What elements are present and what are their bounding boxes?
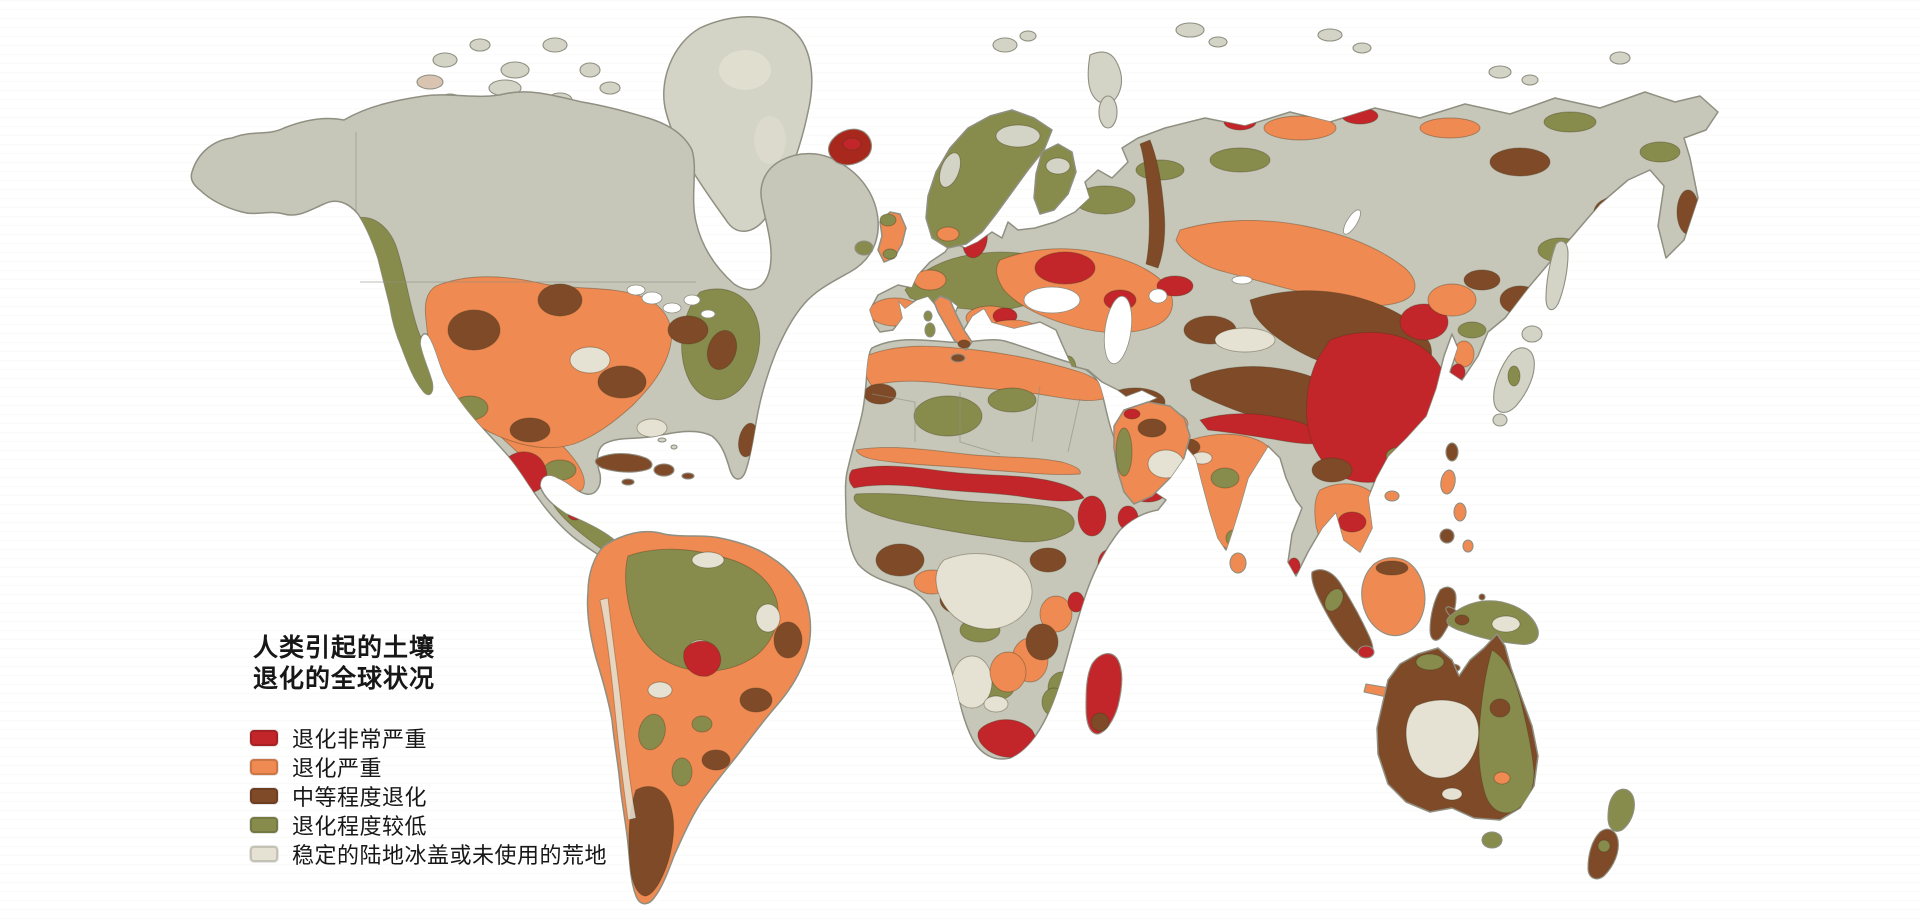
legend-swatch-severe: [250, 758, 278, 775]
legend-item-moderate: 中等程度退化: [250, 781, 607, 810]
tasmania: [1481, 831, 1503, 849]
hispaniola: [653, 463, 675, 477]
legend-swatch-stable: [250, 845, 278, 862]
south-america-degradation-patches: [599, 548, 803, 897]
legend-label-stable: 稳定的陆地冰盖或未使用的荒地: [292, 842, 608, 868]
region-philippines: [1439, 469, 1474, 553]
map-title-line2: 退化的全球状况: [253, 665, 436, 693]
australia-degradation-patches: [1405, 649, 1535, 814]
legend-swatch-moderate: [250, 787, 278, 804]
region-africa: [844, 338, 1167, 760]
cuba: [594, 452, 653, 473]
inland-seas: [1023, 209, 1361, 365]
great-lakes: [626, 284, 716, 319]
ireland: [854, 240, 874, 256]
sakhalin: [1545, 240, 1569, 311]
region-south-america: [586, 530, 812, 905]
legend-swatch-low: [250, 816, 278, 833]
region-scandinavia: [925, 109, 1077, 249]
region-arabia: [1113, 401, 1191, 505]
map-title: 人类引起的土壤 退化的全球状况: [253, 633, 435, 695]
region-japan: [1492, 325, 1543, 427]
legend-item-low: 退化程度较低: [250, 810, 607, 839]
aral-sea: [1148, 288, 1168, 304]
sulawesi: [1429, 586, 1457, 641]
legend-item-severe: 退化严重: [250, 752, 607, 781]
map-legend: 退化非常严重 退化严重 中等程度退化 退化程度较低 稳定的陆地冰盖或未使用的荒地: [250, 723, 607, 868]
arctic-island-beige: [416, 74, 444, 90]
legend-label-severe: 退化严重: [292, 755, 383, 781]
novaya-zemlya: [1087, 51, 1123, 105]
region-australia: [1376, 633, 1539, 849]
lake-baikal: [1343, 209, 1361, 235]
region-caribbean: [594, 437, 695, 486]
hainan: [1384, 490, 1400, 502]
taiwan: [1445, 442, 1459, 462]
region-north-america: [190, 91, 879, 580]
caspian-sea: [1103, 295, 1133, 365]
legend-swatch-very-severe: [250, 729, 278, 746]
region-madagascar: [1085, 653, 1123, 735]
map-title-line1: 人类引起的土壤: [253, 634, 436, 662]
legend-label-low: 退化程度较低: [292, 813, 428, 839]
black-sea: [1023, 286, 1081, 314]
legend-label-moderate: 中等程度退化: [292, 784, 428, 810]
region-iceland: [827, 128, 873, 166]
borneo: [1361, 557, 1426, 637]
region-italy: [923, 295, 973, 363]
legend-label-very-severe: 退化非常严重: [292, 726, 428, 752]
region-british-isles: [854, 211, 907, 263]
legend-item-stable: 稳定的陆地冰盖或未使用的荒地: [250, 839, 607, 868]
legend-item-very-severe: 退化非常严重: [250, 723, 607, 752]
region-new-zealand: [1587, 788, 1635, 880]
sri-lanka: [1229, 552, 1247, 574]
us-canada-border: [355, 132, 696, 283]
